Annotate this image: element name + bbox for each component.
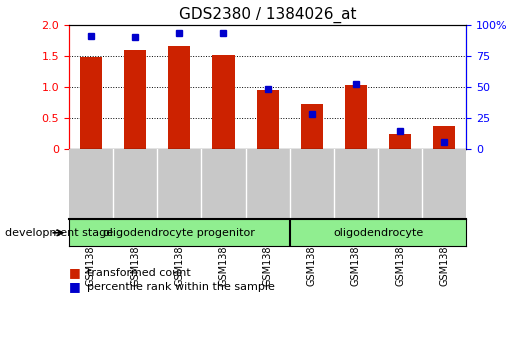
Text: oligodendrocyte: oligodendrocyte <box>333 228 423 238</box>
Bar <box>257 90 279 149</box>
Bar <box>124 50 146 149</box>
Text: development stage: development stage <box>5 228 113 238</box>
Title: GDS2380 / 1384026_at: GDS2380 / 1384026_at <box>179 7 356 23</box>
Bar <box>389 134 411 149</box>
Text: ■: ■ <box>69 266 81 279</box>
Text: transformed count: transformed count <box>87 268 191 278</box>
Bar <box>213 55 234 149</box>
Text: ■: ■ <box>69 280 81 293</box>
Bar <box>80 57 102 149</box>
Bar <box>434 126 455 149</box>
Bar <box>168 46 190 149</box>
Text: oligodendrocyte progenitor: oligodendrocyte progenitor <box>103 228 255 238</box>
Bar <box>345 85 367 149</box>
Text: percentile rank within the sample: percentile rank within the sample <box>87 282 275 292</box>
Bar <box>301 104 323 149</box>
